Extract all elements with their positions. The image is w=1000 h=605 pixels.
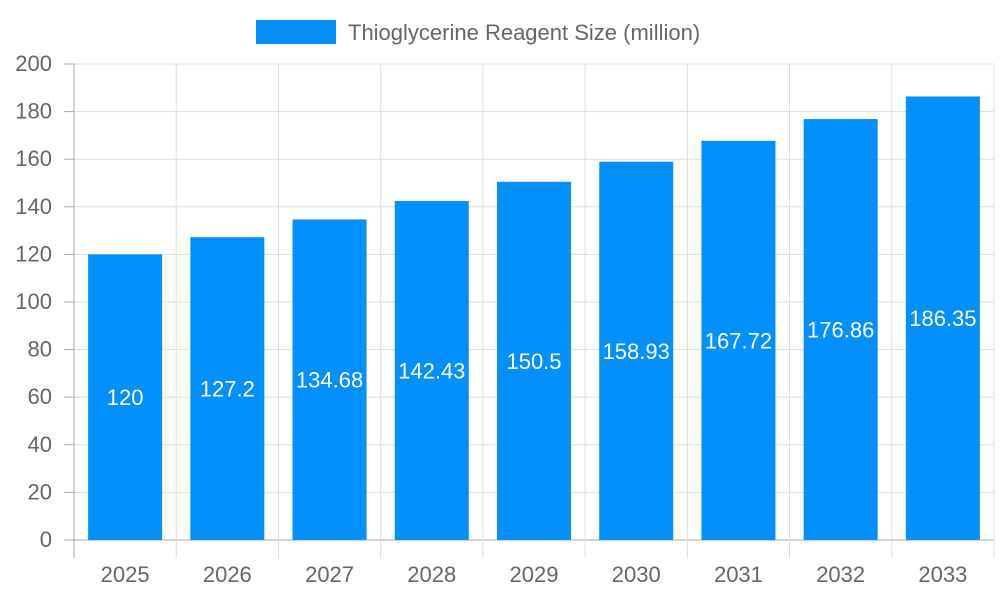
x-tick-label: 2030 — [612, 562, 661, 587]
bar — [905, 96, 980, 540]
legend-label: Thioglycerine Reagent Size (million) — [348, 20, 700, 45]
y-tick-label: 60 — [28, 384, 52, 409]
axes: 0 20 40 60 80 100 120 140 160 180 200 2025 2026 2027 2… — [15, 51, 967, 587]
bar — [497, 181, 571, 540]
y-tick-label: 180 — [15, 99, 52, 124]
bars: 120 127.2 134.68 142.43 150.5 158.93 167.72 176… — [88, 96, 980, 541]
x-tick-label: 2029 — [510, 562, 559, 587]
x-tick-label: 2031 — [714, 562, 763, 587]
data-label: 134.68 — [296, 368, 363, 393]
x-tick-label: 2027 — [305, 562, 354, 587]
y-tick-label: 0 — [40, 527, 52, 552]
bar — [88, 254, 163, 540]
y-tick-label: 120 — [15, 241, 52, 266]
data-label: 158.93 — [603, 339, 670, 364]
data-label: 120 — [107, 385, 144, 410]
data-label: 142.43 — [398, 359, 465, 384]
bar — [394, 201, 469, 540]
bar — [292, 219, 367, 540]
legend-swatch — [256, 20, 336, 44]
y-tick-label: 100 — [15, 289, 52, 314]
y-tick-label: 20 — [28, 479, 52, 504]
data-label: 176.86 — [807, 318, 874, 343]
y-tick-label: 80 — [28, 337, 52, 362]
y-tick-label: 140 — [15, 194, 52, 219]
y-tick-label: 40 — [28, 432, 52, 457]
data-label: 150.5 — [506, 349, 561, 374]
x-tick-label: 2028 — [407, 562, 456, 587]
x-tick-label: 2025 — [101, 562, 150, 587]
x-tick-label: 2026 — [203, 562, 252, 587]
data-label: 127.2 — [200, 377, 255, 402]
x-tick-label: 2032 — [816, 562, 865, 587]
data-label: 186.35 — [909, 306, 976, 331]
bar — [190, 237, 265, 540]
x-tick-label: 2033 — [918, 562, 967, 587]
bar — [599, 161, 674, 541]
legend[interactable]: Thioglycerine Reagent Size (million) — [256, 20, 700, 45]
data-label: 167.72 — [705, 328, 772, 353]
y-tick-label: 200 — [15, 51, 52, 76]
bar — [803, 119, 878, 541]
y-tick-label: 160 — [15, 146, 52, 171]
bar — [701, 140, 776, 540]
